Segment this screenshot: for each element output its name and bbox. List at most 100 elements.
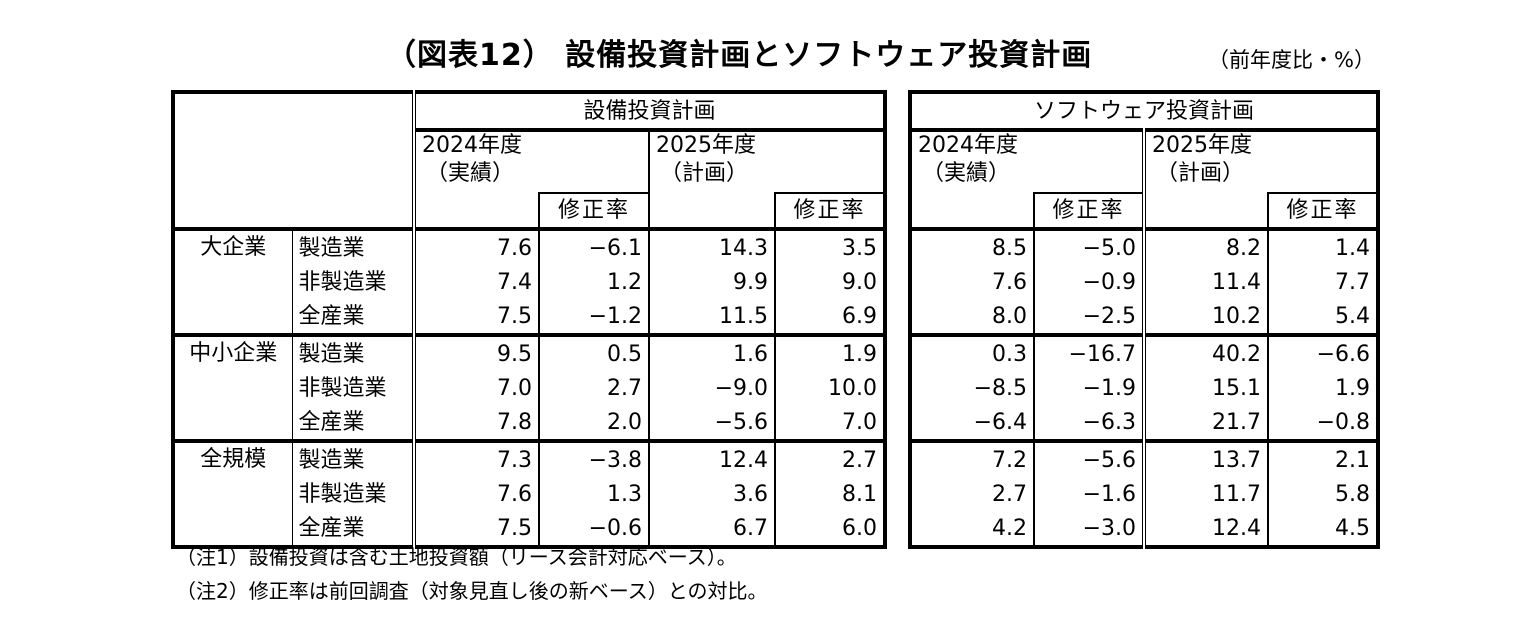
table-row: 全産業 7.5 −0.6 6.7 6.0	[173, 511, 885, 547]
year-label: 2025年度	[656, 133, 756, 158]
cell: 12.4	[1142, 511, 1268, 547]
cell: 6.7	[648, 511, 775, 547]
cell: 14.3	[648, 227, 775, 265]
cell: 21.7	[1142, 405, 1268, 441]
cell: 4.2	[992, 515, 1027, 541]
cell: −1.6	[1033, 477, 1144, 511]
cell: 12.4	[648, 439, 775, 477]
size-label	[173, 477, 293, 511]
cell: 7.6	[992, 269, 1027, 295]
cell: 7.5	[412, 299, 539, 335]
cell: 7.0	[412, 371, 539, 405]
capex-group-header: 設備投資計画	[412, 92, 885, 132]
table-row: 0.3 −16.7 40.2 −6.6	[910, 333, 1378, 371]
cell: 2.7	[774, 439, 885, 477]
industry-label: 全産業	[298, 303, 365, 329]
cell: 6.9	[774, 299, 885, 335]
software-2025-revision-header: 修正率	[1267, 192, 1378, 229]
table-row: 大企業 製造業 7.6 −6.1 14.3 3.5	[173, 227, 885, 265]
capex-2025-header: 2025年度 （計画）	[648, 130, 885, 193]
table-row: 全規模 製造業 7.3 −3.8 12.4 2.7	[173, 439, 885, 477]
size-label: 中小企業	[173, 333, 293, 371]
cell: 3.6	[648, 477, 775, 511]
footnotes: （注1）設備投資は含む土地投資額（リース会計対応ベース）。 （注2）修正率は前回…	[176, 540, 768, 608]
cell: −2.5	[1033, 299, 1144, 335]
cell: 15.1	[1142, 371, 1268, 405]
cell: 7.8	[412, 405, 539, 441]
header-spacer	[412, 193, 539, 229]
table-row: 7.6 −0.9 11.4 7.7	[910, 265, 1378, 299]
cell: 8.2	[1142, 227, 1268, 265]
cell: −8.5	[973, 375, 1027, 401]
cell: −6.6	[1267, 333, 1378, 371]
industry-label: 製造業	[292, 333, 414, 371]
header-corner	[173, 92, 414, 229]
cell: −3.0	[1033, 511, 1144, 547]
cell: 11.4	[1142, 265, 1268, 299]
industry-label: 全産業	[298, 515, 365, 541]
cell: 8.0	[992, 303, 1027, 329]
cell: 2.0	[538, 405, 649, 441]
capex-table: 設備投資計画 2024年度 （実績） 2025年度 （計画） 修正率 修正率 大…	[171, 90, 887, 549]
cell: −16.7	[1033, 333, 1144, 371]
cell: 0.5	[538, 333, 649, 371]
header-spacer	[648, 193, 775, 229]
cell: 2.7	[538, 371, 649, 405]
year-label: 2024年度	[918, 133, 1018, 158]
cell: 6.0	[774, 511, 885, 547]
cell: 3.5	[774, 227, 885, 265]
cell: 1.9	[774, 333, 885, 371]
cell: −6.4	[973, 409, 1027, 435]
cell: −5.6	[648, 405, 775, 441]
size-label	[173, 511, 293, 547]
cell: 1.3	[538, 477, 649, 511]
header-spacer	[910, 193, 1034, 229]
cell: 1.9	[1267, 371, 1378, 405]
size-label	[173, 265, 293, 299]
year-sublabel: （実績）	[426, 161, 515, 186]
table-row: 2.7 −1.6 11.7 5.8	[910, 477, 1378, 511]
cell: 1.6	[648, 333, 775, 371]
cell: −6.3	[1033, 405, 1144, 441]
footnote-1: （注1）設備投資は含む土地投資額（リース会計対応ベース）。	[176, 545, 737, 569]
cell: −1.9	[1033, 371, 1144, 405]
cell: 40.2	[1142, 333, 1268, 371]
industry-label: 非製造業	[298, 481, 387, 507]
cell: −0.9	[1033, 265, 1144, 299]
year-sublabel: （計画）	[1156, 161, 1245, 186]
cell: 0.3	[910, 333, 1034, 371]
cell: 7.6	[412, 477, 539, 511]
cell: 13.7	[1142, 439, 1268, 477]
size-label	[173, 405, 293, 441]
table-row: 非製造業 7.0 2.7 −9.0 10.0	[173, 371, 885, 405]
cell: −5.0	[1033, 227, 1144, 265]
cell: 9.9	[648, 265, 775, 299]
table-row: −8.5 −1.9 15.1 1.9	[910, 371, 1378, 405]
cell: −0.6	[538, 511, 649, 547]
cell: 11.5	[648, 299, 775, 335]
cell: 7.6	[412, 227, 539, 265]
year-label: 2025年度	[1152, 133, 1252, 158]
figure-title: （図表12） 設備投資計画とソフトウェア投資計画	[386, 38, 1093, 73]
table-row: 8.0 −2.5 10.2 5.4	[910, 299, 1378, 335]
year-label: 2024年度	[422, 133, 522, 158]
cell: 4.5	[1267, 511, 1378, 547]
table-row: 7.2 −5.6 13.7 2.1	[910, 439, 1378, 477]
software-table: ソフトウェア投資計画 2024年度 （実績） 2025年度 （計画） 修正率 修…	[908, 90, 1380, 549]
industry-label: 全産業	[298, 409, 365, 435]
software-2024-revision-header: 修正率	[1033, 192, 1144, 229]
cell: −6.1	[538, 227, 649, 265]
year-sublabel: （実績）	[922, 161, 1011, 186]
header-spacer	[1142, 193, 1268, 229]
size-label	[173, 371, 293, 405]
table-row: 4.2 −3.0 12.4 4.5	[910, 511, 1378, 547]
table-row: 非製造業 7.6 1.3 3.6 8.1	[173, 477, 885, 511]
cell: 2.7	[992, 481, 1027, 507]
table-row: 非製造業 7.4 1.2 9.9 9.0	[173, 265, 885, 299]
cell: 10.0	[774, 371, 885, 405]
cell: 7.3	[412, 439, 539, 477]
size-label	[173, 299, 293, 335]
capex-2024-revision-header: 修正率	[538, 192, 649, 229]
cell: 11.7	[1142, 477, 1268, 511]
cell: −5.6	[1033, 439, 1144, 477]
